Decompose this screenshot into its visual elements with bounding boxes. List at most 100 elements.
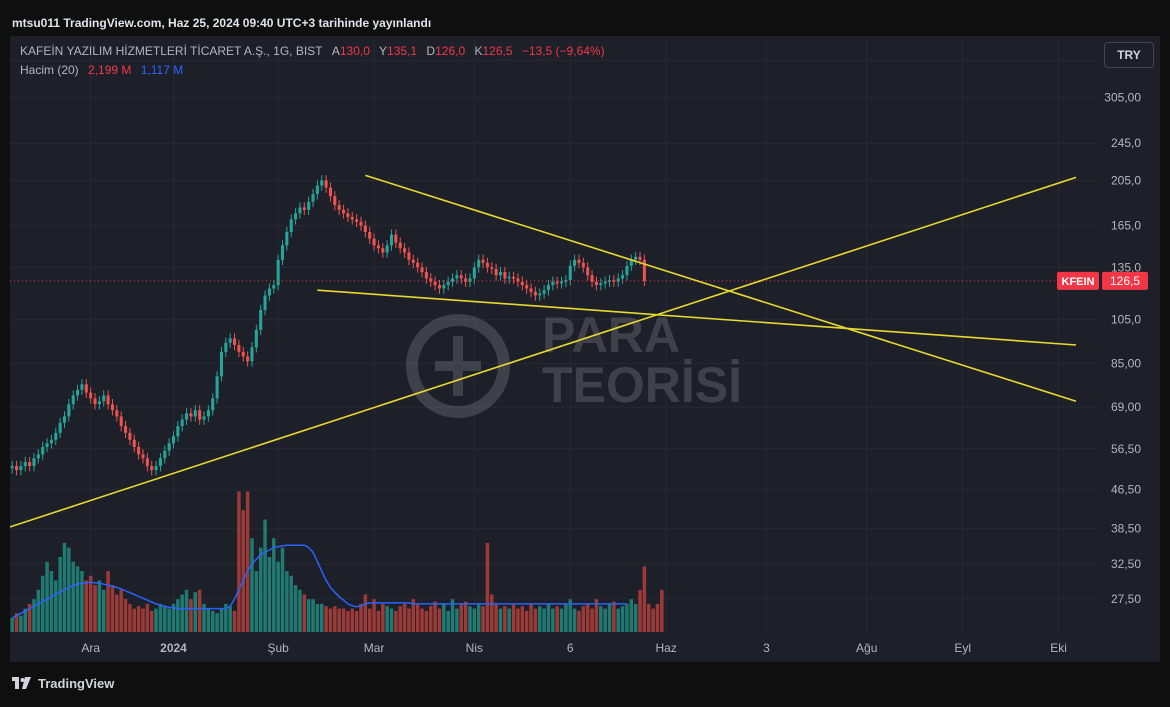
volume-bar: [616, 608, 620, 632]
volume-bar: [210, 610, 215, 632]
candle: [350, 211, 354, 225]
candle: [124, 420, 128, 439]
volume-bar: [163, 606, 167, 632]
candle: [167, 438, 171, 456]
candle: [202, 411, 206, 425]
volume-bar: [32, 599, 36, 632]
candle: [154, 460, 158, 476]
candle: [193, 405, 197, 422]
change-value: −13,5 (−9,64%): [521, 44, 605, 58]
volume-bar: [123, 599, 128, 632]
symbol-tag-label: KFEIN: [1062, 276, 1095, 288]
x-tick-label: 6: [567, 641, 574, 655]
volume-bar: [202, 603, 206, 632]
volume-bar: [306, 599, 311, 632]
volume-bar: [607, 603, 612, 632]
volume-bar: [263, 519, 267, 632]
volume-bar: [424, 610, 429, 632]
currency-button[interactable]: TRY: [1104, 42, 1154, 68]
volume-bar: [54, 580, 58, 632]
symbol-legend: KAFEİN YAZILIM HİZMETLERİ TİCARET A.Ş., …: [20, 44, 611, 58]
x-tick-label: Ağu: [856, 641, 877, 655]
volume-bar: [49, 571, 54, 632]
candle: [555, 276, 559, 289]
candle: [503, 266, 507, 284]
volume-bar: [215, 613, 219, 632]
grid: [10, 36, 1100, 636]
volume-bar: [97, 580, 102, 632]
candle: [246, 351, 250, 367]
candle: [564, 274, 568, 288]
candle: [41, 441, 45, 460]
y-axis[interactable]: 27,50 32,50 38,50 46,50 56,50 69,00 85,00 105,0…: [1104, 53, 1141, 606]
candle: [485, 257, 489, 273]
candle: [581, 257, 585, 273]
candle: [49, 434, 53, 449]
candle: [311, 188, 315, 208]
volume-bar: [189, 599, 193, 632]
volume-bar: [446, 610, 450, 632]
y-tick-label: 32,50: [1111, 557, 1141, 571]
volume-bar: [415, 603, 420, 632]
volume-bar: [328, 608, 333, 632]
candle: [477, 254, 481, 273]
price-tags: KFEIN 126,5: [1057, 271, 1148, 290]
trendline-lower-support[interactable]: [317, 289, 1077, 346]
candle: [285, 226, 289, 251]
volume-bar: [433, 601, 437, 632]
volume-bar: [84, 580, 89, 632]
candle: [110, 399, 114, 416]
tradingview-logo[interactable]: TradingView: [12, 676, 114, 691]
candle: [71, 390, 75, 410]
volume-bar: [507, 608, 511, 632]
volume-bar: [219, 608, 224, 632]
volume-bar: [232, 610, 237, 632]
candle: [359, 216, 363, 231]
candle: [180, 414, 184, 432]
candle: [642, 254, 646, 287]
trendline-descending-resistance[interactable]: [365, 174, 1077, 402]
volume-bar: [250, 538, 254, 632]
candle: [389, 229, 394, 251]
price-chart[interactable]: PARA TEORİSİ 27,50 32,50 38,50 46,50 56,50 69…: [10, 36, 1160, 662]
volume-bar: [58, 557, 62, 632]
candle: [346, 208, 350, 223]
volume-bar: [594, 599, 599, 632]
candle: [84, 379, 88, 398]
volume-bar: [101, 589, 106, 632]
trendline-ascending-support[interactable]: [10, 176, 1077, 528]
candle: [451, 273, 455, 288]
volume-bar: [564, 603, 568, 632]
candle: [333, 191, 337, 211]
chart-pane[interactable]: PARA TEORİSİ 27,50 32,50 38,50 46,50 56,50 69…: [10, 36, 1160, 662]
volume-value: 2,199 M: [88, 63, 132, 77]
candle: [272, 279, 276, 294]
candle: [137, 441, 141, 460]
volume-bar: [80, 571, 84, 632]
candle: [198, 405, 202, 425]
y-tick-label: 105,0: [1111, 313, 1141, 327]
y-tick-label: 135,0: [1111, 260, 1141, 274]
x-axis[interactable]: Ara 2024 Şub Mar Nis 6 Haz 3 Ağu Eyl Eki: [81, 641, 1067, 655]
candle: [416, 257, 420, 273]
volume-bar: [75, 566, 80, 632]
y-tick-label: 85,00: [1111, 357, 1141, 371]
candle: [54, 427, 58, 446]
candle: [372, 233, 376, 251]
candle: [407, 247, 411, 266]
volume-bar: [402, 603, 407, 632]
candle: [224, 337, 228, 358]
volume-bar: [14, 613, 19, 632]
volume-bar: [171, 603, 176, 632]
candle: [280, 240, 285, 266]
candle: [525, 279, 529, 294]
x-tick-label: Eki: [1050, 641, 1067, 655]
volume-bar: [319, 603, 324, 632]
candle: [324, 175, 328, 193]
candle: [241, 346, 245, 362]
volume-bar: [206, 608, 211, 632]
volume-bar: [71, 561, 75, 632]
candle: [320, 175, 324, 191]
volume-bar: [459, 603, 464, 632]
symbol-tag: [1057, 271, 1099, 290]
